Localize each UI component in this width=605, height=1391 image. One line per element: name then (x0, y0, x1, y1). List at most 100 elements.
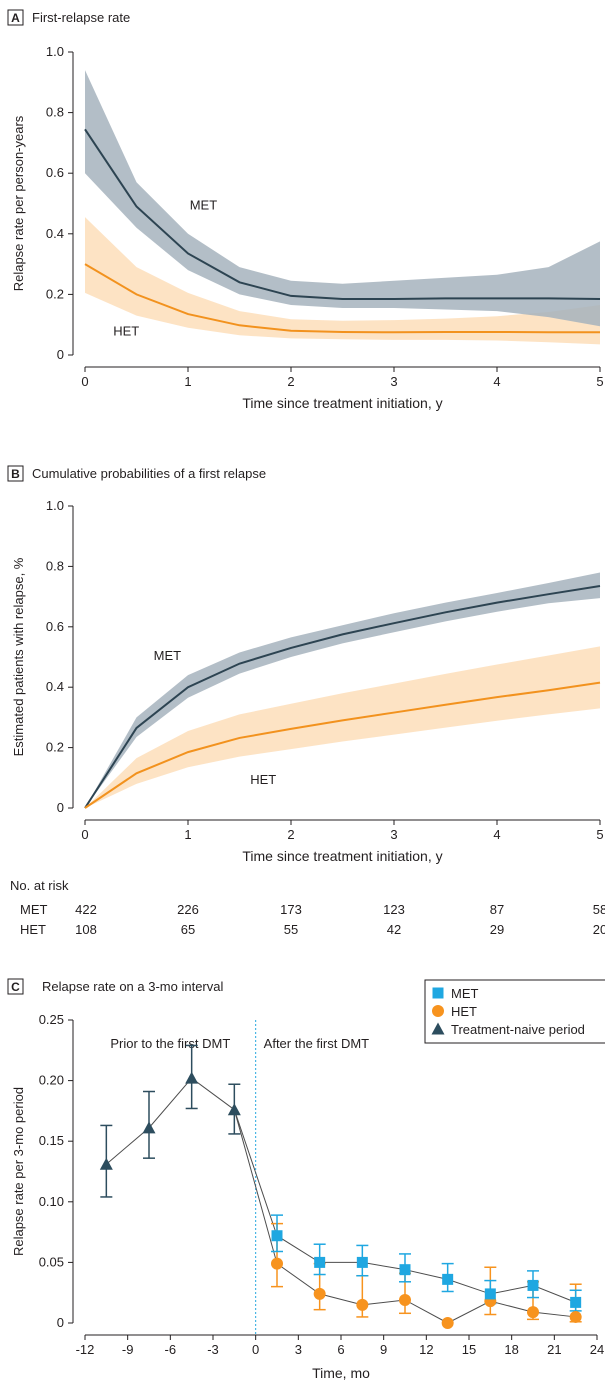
series-annotation-het: HET (250, 772, 276, 787)
series-annotation-met: MET (190, 198, 218, 213)
x-tick-label: 0 (252, 1342, 259, 1357)
risk-table-label: No. at risk (10, 878, 69, 893)
data-point-met (399, 1264, 411, 1276)
y-tick-label: 0.15 (39, 1133, 64, 1148)
legend-marker (432, 1005, 444, 1017)
ci-band-het (85, 217, 600, 345)
y-tick-label: 0.05 (39, 1254, 64, 1269)
data-point-met (271, 1230, 283, 1242)
data-point-met (570, 1296, 582, 1308)
x-axis-label: Time since treatment initiation, y (242, 848, 442, 864)
x-tick-label: 6 (337, 1342, 344, 1357)
region-header-after: After the first DMT (264, 1036, 370, 1051)
x-tick-label: 5 (596, 374, 603, 389)
y-tick-label: 0 (57, 800, 64, 815)
y-axis-label: Relapse rate per 3-mo period (11, 1087, 26, 1256)
region-header-prior: Prior to the first DMT (110, 1036, 230, 1051)
y-tick-label: 1.0 (46, 498, 64, 513)
risk-row-label: HET (20, 922, 46, 937)
x-axis-label: Time, mo (312, 1365, 370, 1381)
data-point-het (313, 1287, 326, 1300)
data-point-treatment-naive (99, 1157, 113, 1170)
risk-count: 42 (387, 922, 401, 937)
y-tick-label: 0 (57, 1315, 64, 1330)
y-tick-label: 0.2 (46, 286, 64, 301)
data-point-met (442, 1273, 454, 1285)
panel-title: First-relapse rate (32, 10, 130, 25)
y-tick-label: 0.20 (39, 1073, 64, 1088)
ci-band-het (85, 646, 600, 808)
risk-count: 55 (284, 922, 298, 937)
x-tick-label: 4 (493, 827, 500, 842)
ci-band-met (85, 70, 600, 327)
x-tick-label: 3 (295, 1342, 302, 1357)
series-line-met (84, 128, 601, 300)
risk-count: 226 (177, 902, 199, 917)
data-point-het (271, 1257, 283, 1270)
x-tick-label: 1 (184, 827, 191, 842)
x-tick-label: 3 (390, 827, 397, 842)
series-annotation-het: HET (113, 323, 139, 338)
x-tick-label: 12 (419, 1342, 433, 1357)
ci-band-met (85, 572, 600, 808)
y-tick-label: 0.8 (46, 558, 64, 573)
risk-count: 29 (490, 922, 504, 937)
y-axis-label: Estimated patients with relapse, % (11, 557, 26, 756)
risk-count: 108 (75, 922, 97, 937)
x-tick-label: 21 (547, 1342, 561, 1357)
y-tick-label: 0.6 (46, 165, 64, 180)
x-tick-label: 0 (81, 827, 88, 842)
data-point-treatment-naive (142, 1121, 156, 1134)
legend-entry: HET (451, 1004, 477, 1019)
x-tick-label: 2 (287, 374, 294, 389)
x-tick-label: 15 (462, 1342, 476, 1357)
legend-box (424, 979, 605, 1044)
panel-label: C (11, 980, 20, 994)
y-tick-label: 0.10 (39, 1194, 64, 1209)
series-annotation-met: MET (154, 648, 182, 663)
x-tick-label: -12 (76, 1342, 95, 1357)
y-tick-label: 0.4 (46, 679, 64, 694)
data-point-met (314, 1256, 326, 1268)
x-axis-label: Time since treatment initiation, y (242, 395, 442, 411)
panel-label-box (7, 978, 24, 995)
risk-count: 87 (490, 902, 504, 917)
data-point-het (441, 1317, 454, 1329)
series-line-het (84, 681, 601, 809)
legend-marker (431, 1022, 445, 1035)
data-point-treatment-naive (185, 1071, 199, 1084)
x-tick-label: 3 (390, 374, 397, 389)
x-tick-label: -3 (207, 1342, 219, 1357)
series-line-naive (106, 1077, 235, 1165)
panel-label-box (7, 465, 24, 482)
y-tick-label: 0 (57, 347, 64, 362)
x-tick-label: 9 (380, 1342, 387, 1357)
y-tick-label: 0.25 (39, 1012, 64, 1027)
risk-count: 422 (75, 902, 97, 917)
x-tick-label: 2 (287, 827, 294, 842)
x-tick-label: 5 (596, 827, 603, 842)
legend-entry: Treatment-naive period (451, 1022, 585, 1037)
risk-count: 65 (181, 922, 195, 937)
data-point-met (484, 1288, 496, 1300)
x-tick-label: 18 (504, 1342, 518, 1357)
data-point-het (527, 1306, 539, 1319)
risk-count: 123 (383, 902, 405, 917)
y-tick-label: 1.0 (46, 44, 64, 59)
series-line-met (84, 585, 601, 809)
risk-count: 173 (280, 902, 302, 917)
panel-label: B (11, 467, 20, 481)
y-axis-label: Relapse rate per person-years (11, 115, 26, 291)
data-point-met (527, 1279, 539, 1291)
y-tick-label: 0.8 (46, 105, 64, 120)
data-point-met (356, 1256, 368, 1268)
risk-count: 58 (593, 902, 605, 917)
data-point-het (569, 1310, 582, 1323)
x-tick-label: 24 (590, 1342, 604, 1357)
risk-count: 20 (593, 922, 605, 937)
y-tick-label: 0.2 (46, 740, 64, 755)
panel-title: Relapse rate on a 3-mo interval (42, 979, 223, 994)
data-point-treatment-naive (227, 1103, 241, 1116)
y-tick-label: 0.6 (46, 619, 64, 634)
